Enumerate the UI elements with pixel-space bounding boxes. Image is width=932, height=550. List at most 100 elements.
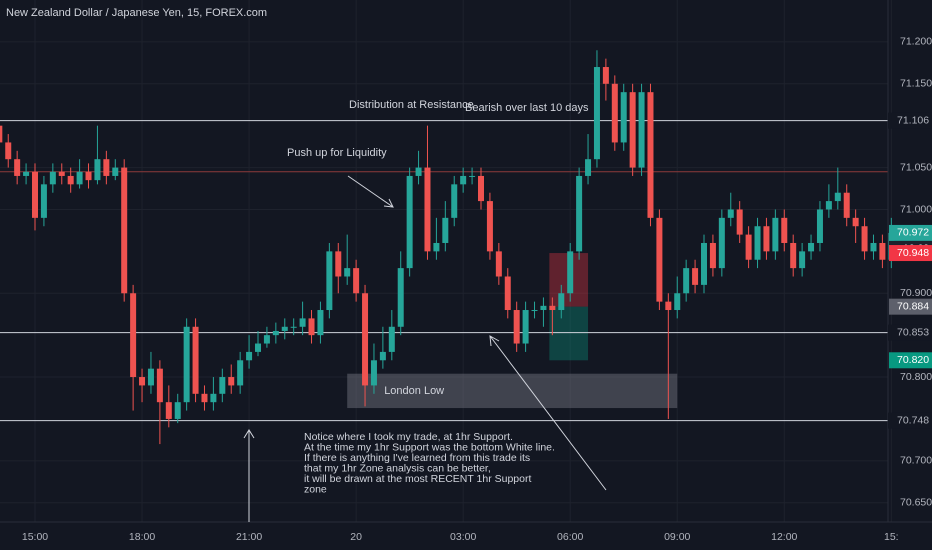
x-tick-label: 18:00 [129,531,155,543]
y-tick-label: 70.800 [900,371,932,383]
candle-body [139,377,146,386]
candle-body [442,217,449,243]
annotation: Bearish over last 10 days [465,102,589,114]
candle-body [629,92,636,168]
price-label: 70.972 [897,227,929,239]
candle-body [540,305,547,311]
price-label-bg [888,324,932,341]
candle-body [763,226,770,252]
y-tick-label: 71.000 [900,203,932,215]
candle-body [424,167,431,252]
candle-body [290,326,297,328]
candle-body [825,201,832,210]
candle-body [192,326,199,394]
candle-body [85,171,92,181]
candle-body [335,251,342,277]
candle-body [370,360,377,386]
candle-body [718,217,725,269]
note-line: If there is anything I've learned from t… [304,452,530,464]
candle-body [5,142,12,160]
candle-body [531,310,538,312]
y-tick-label: 70.700 [900,455,932,467]
y-tick-label: 71.200 [900,36,932,48]
candle-body [611,83,618,143]
candle-body [709,242,716,269]
candle-body [183,326,190,403]
candle-body [816,209,823,243]
candle-body [870,242,877,252]
candle-body [326,251,333,311]
candle-body [406,175,413,269]
note-line: that my 1hr Zone analysis can be better, [304,462,491,474]
candle-body [201,393,208,403]
candle-body [174,402,181,419]
x-tick-label: 06:00 [557,531,583,543]
candle-body [281,326,288,331]
candle-body [504,276,511,311]
candle-body [40,184,47,218]
candle-body [344,268,351,277]
y-tick-label: 70.900 [900,287,932,299]
candle-body [76,171,83,185]
x-tick-label: 15:00 [22,531,48,543]
candle-body [781,217,788,243]
note-line: zone [304,483,327,495]
candle-body [156,368,163,403]
candle-body [272,330,279,336]
candle-body [602,67,609,84]
price-label-bg [889,352,932,369]
arrows [243,175,607,522]
candle-body [549,305,556,311]
candle-body [799,251,806,269]
candle-body [522,310,529,344]
candle-body [701,242,707,285]
candle-body [130,293,137,378]
candle-body [558,293,565,311]
grid [0,0,892,522]
price-label-bg [888,112,932,129]
candle-body [58,171,65,176]
candle-body [647,92,654,218]
plot [0,50,895,445]
candle-body [121,167,128,294]
candle-body [237,360,244,386]
x-tick-label: 15: [884,531,899,543]
candle-body [103,159,110,176]
candle-body [469,175,476,177]
x-tick-label: 03:00 [450,531,476,543]
candle-body [255,343,261,352]
candle-body [460,175,467,185]
candle-body [14,159,21,176]
candle-body [843,192,850,218]
candle-body [94,159,101,181]
price-label: 70.748 [897,414,929,426]
candle-body [665,301,672,311]
candle-body [49,171,56,185]
price-label-bg [889,298,932,315]
candle-body [299,318,306,327]
zone [347,373,678,409]
candle-body [754,226,761,260]
annotation: Distribution at Resistance [349,99,474,111]
candle-body [379,351,386,361]
x-tick-label: 12:00 [771,531,797,543]
candle-body [23,171,30,176]
annotation: Push up for Liquidity [287,147,387,159]
price-label: 70.853 [897,326,929,338]
candle-body [585,159,592,176]
candle-body [495,251,502,277]
candle-body [147,368,154,386]
arrow [243,429,255,522]
candle-body [451,184,458,218]
candle-body [263,335,270,344]
candle-body [165,402,172,419]
arrow [347,175,394,208]
candle-body [210,393,217,403]
candle-body [638,92,645,168]
candle-body [513,310,520,344]
candle-body [362,293,369,386]
price-label-bg [888,412,932,429]
candle-body [478,175,484,202]
candle-body [0,125,3,143]
